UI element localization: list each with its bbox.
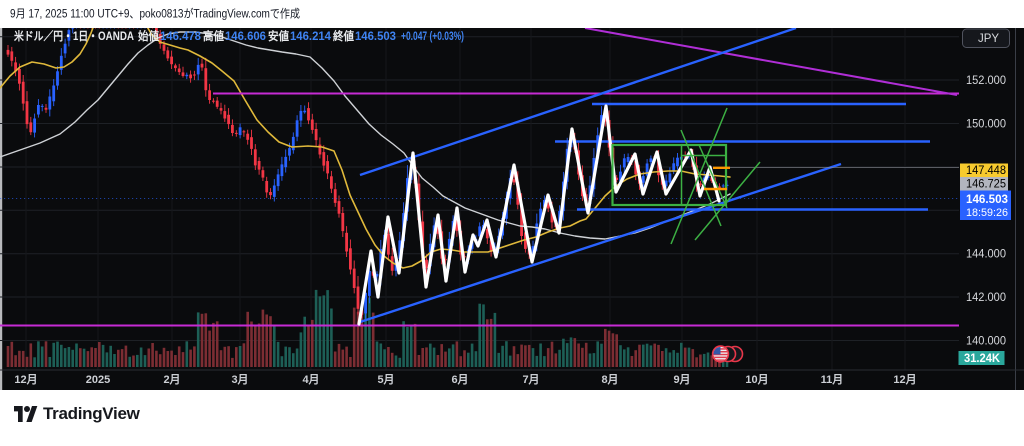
- svg-text:152.000: 152.000: [966, 73, 1006, 87]
- svg-text:146.478: 146.478: [160, 31, 202, 43]
- svg-text:146.214: 146.214: [290, 31, 332, 43]
- svg-text:2025: 2025: [86, 374, 110, 386]
- svg-text:146.606: 146.606: [225, 31, 266, 43]
- svg-text:142.000: 142.000: [966, 290, 1006, 304]
- svg-text:米ドル／円・1日・OANDA: 米ドル／円・1日・OANDA: [13, 29, 134, 43]
- svg-text:11月: 11月: [821, 373, 844, 386]
- svg-text:+0.047 (+0.03%): +0.047 (+0.03%): [401, 31, 464, 43]
- svg-text:31.24K: 31.24K: [964, 351, 1000, 365]
- svg-text:12月: 12月: [14, 373, 37, 386]
- svg-text:JPY: JPY: [978, 33, 999, 45]
- svg-text:5月: 5月: [377, 373, 394, 386]
- svg-text:4月: 4月: [302, 373, 319, 386]
- svg-text:146.503: 146.503: [966, 192, 1008, 206]
- svg-text:18:59:26: 18:59:26: [966, 207, 1008, 219]
- svg-text:終値: 終値: [333, 29, 354, 43]
- svg-text:10月: 10月: [745, 373, 768, 386]
- svg-text:7月: 7月: [522, 373, 539, 386]
- svg-text:146.725: 146.725: [966, 177, 1006, 191]
- svg-text:安値: 安値: [268, 29, 289, 43]
- svg-text:146.503: 146.503: [355, 31, 396, 43]
- svg-text:8月: 8月: [601, 373, 618, 386]
- svg-text:3月: 3月: [231, 373, 248, 386]
- svg-text:9月 17, 2025 11:00 UTC+9、poko08: 9月 17, 2025 11:00 UTC+9、poko0813がTrading…: [10, 7, 300, 21]
- svg-text:144.000: 144.000: [966, 247, 1006, 261]
- svg-text:12月: 12月: [893, 373, 916, 386]
- svg-text:150.000: 150.000: [966, 117, 1006, 131]
- svg-text:高値: 高値: [203, 29, 224, 43]
- svg-text:2月: 2月: [163, 373, 180, 386]
- svg-text:9月: 9月: [673, 373, 690, 386]
- svg-text:6月: 6月: [451, 373, 468, 386]
- svg-text:147.448: 147.448: [966, 163, 1006, 177]
- svg-text:140.000: 140.000: [966, 334, 1006, 348]
- svg-text:始値: 始値: [138, 29, 159, 43]
